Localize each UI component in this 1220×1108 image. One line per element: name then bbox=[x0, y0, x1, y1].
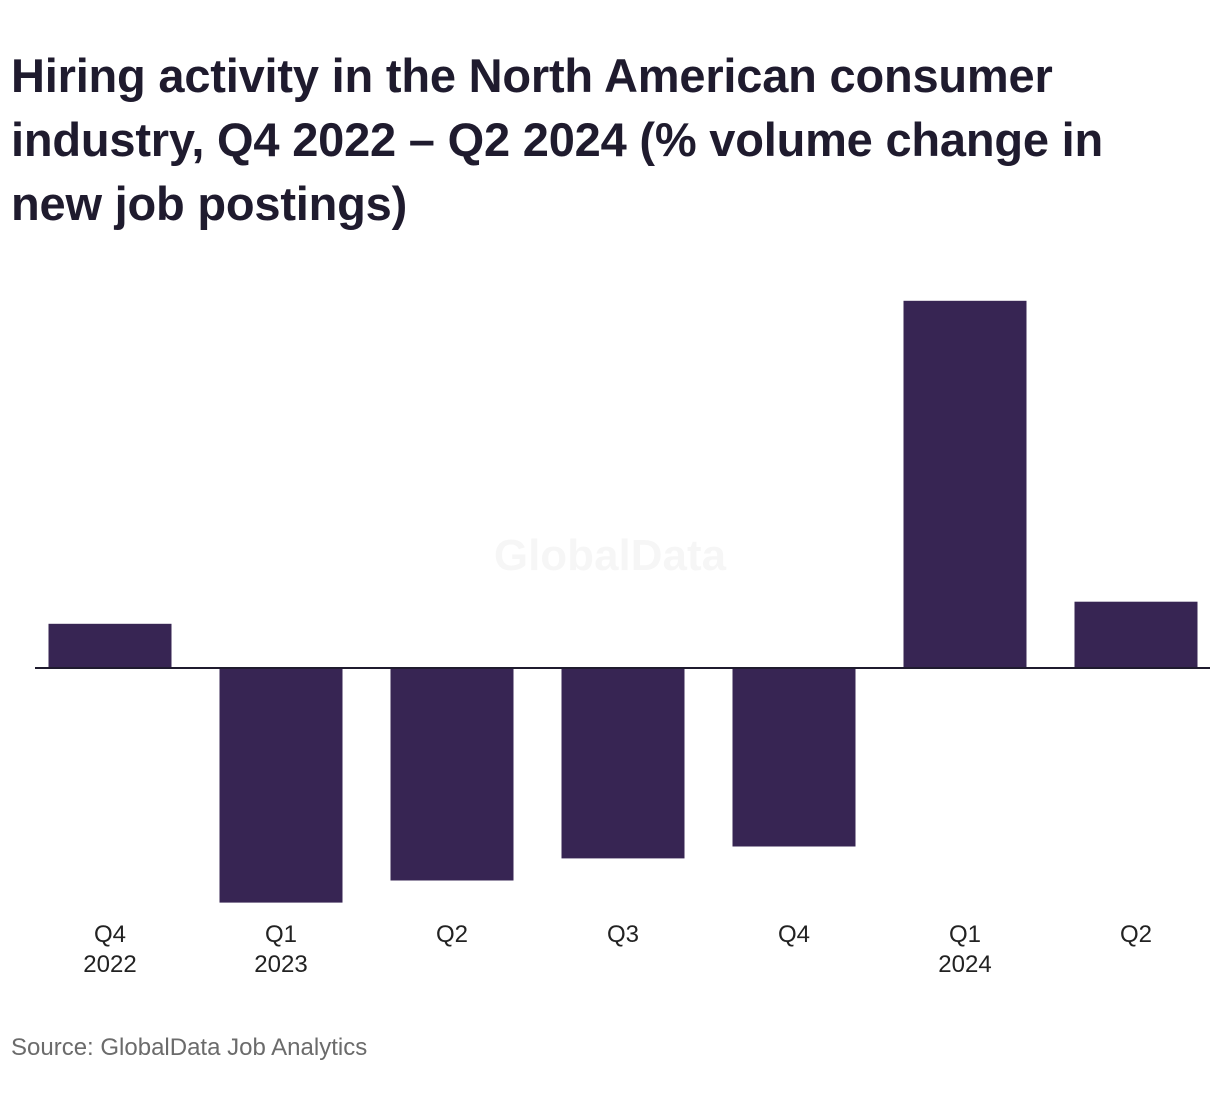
x-tick-label: Q1 bbox=[949, 921, 981, 948]
bar-2 bbox=[390, 668, 514, 881]
x-tick-label: Q4 bbox=[778, 921, 810, 948]
x-tick-label: Q3 bbox=[607, 921, 639, 948]
bar-3 bbox=[561, 668, 685, 859]
bar-0 bbox=[48, 623, 172, 668]
x-tick-label: Q2 bbox=[1120, 921, 1152, 948]
bar-5 bbox=[903, 300, 1027, 668]
bars-group bbox=[48, 300, 1198, 903]
x-tick-label: Q2 bbox=[436, 921, 468, 948]
bar-1 bbox=[219, 668, 343, 903]
x-axis-tick-labels: Q4 2022 Q1 2023 Q2 Q3 Q4 Q1 2024 Q2 bbox=[83, 921, 1152, 978]
x-tick-label: 2022 bbox=[83, 951, 136, 978]
chart-title: Hiring activity in the North American co… bbox=[11, 49, 1104, 230]
x-tick-label: 2024 bbox=[938, 951, 991, 978]
watermark-text: GlobalData bbox=[494, 531, 727, 580]
source-note: Source: GlobalData Job Analytics bbox=[11, 1034, 368, 1061]
bar-6 bbox=[1074, 601, 1198, 668]
x-tick-label: Q1 bbox=[265, 921, 297, 948]
bar-4 bbox=[732, 668, 856, 847]
x-tick-label: Q4 bbox=[94, 921, 126, 948]
x-tick-label: 2023 bbox=[254, 951, 307, 978]
